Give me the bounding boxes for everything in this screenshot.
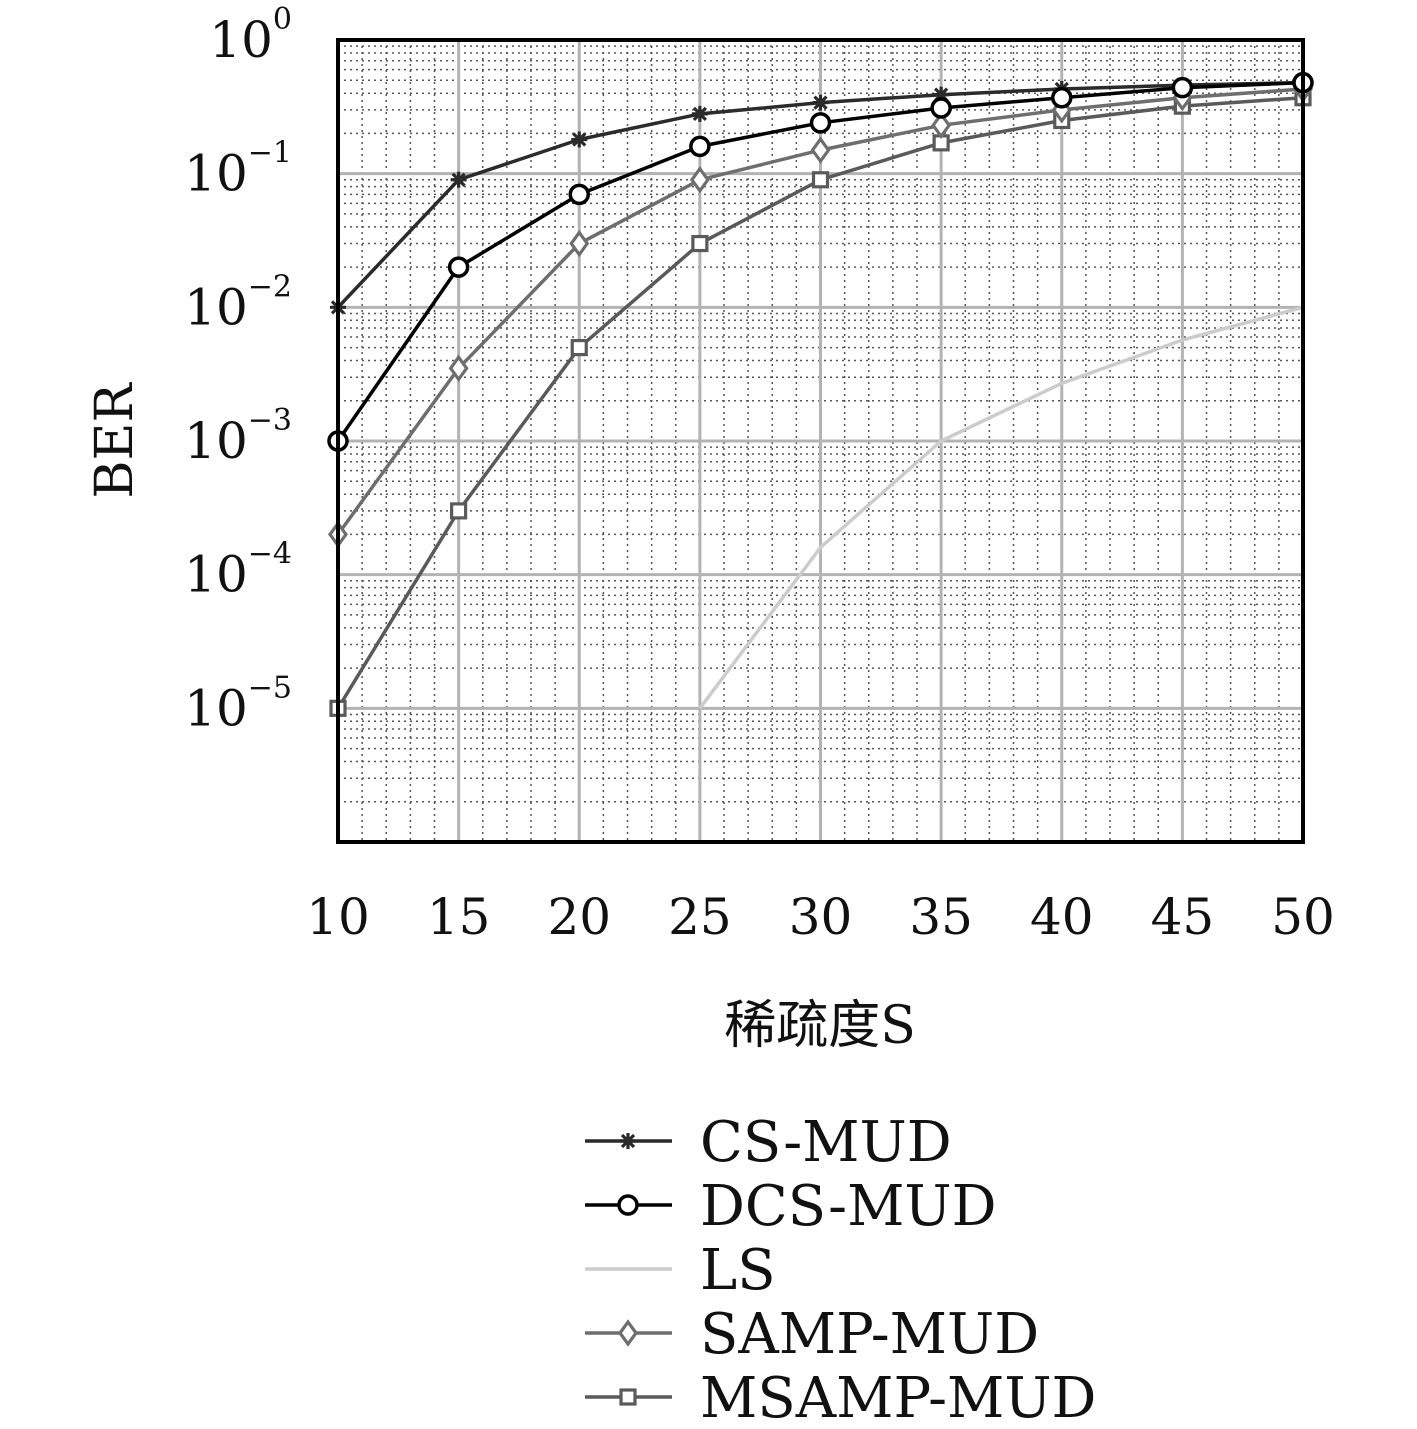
y-tick-label: 10−3	[184, 403, 292, 470]
x-tick-labels: 10 15 20 25 30 35 40 45 50	[306, 888, 1335, 946]
data-point	[689, 135, 711, 158]
x-tick-label: 20	[547, 888, 611, 946]
legend-item: LS	[585, 1238, 776, 1303]
data-point	[620, 1133, 636, 1149]
data-point	[569, 229, 590, 258]
y-tick-label: 10−4	[184, 537, 292, 604]
data-point	[689, 166, 710, 194]
data-point	[568, 183, 590, 206]
data-point	[1051, 86, 1073, 109]
data-point	[691, 234, 709, 253]
legend-label: DCS-MUD	[700, 1174, 997, 1239]
data-point	[930, 97, 952, 119]
x-tick-label: 10	[306, 888, 370, 946]
legend-label: MSAMP-MUD	[700, 1366, 1096, 1429]
x-tick-label: 25	[668, 888, 732, 946]
data-point	[1171, 76, 1194, 99]
plot-frame	[336, 38, 1305, 844]
data-point	[809, 112, 832, 134]
data-point	[448, 354, 469, 382]
legend-item: DCS-MUD	[585, 1174, 997, 1239]
legend-label: CS-MUD	[700, 1110, 952, 1175]
y-tick-label: 10−1	[184, 136, 292, 203]
x-tick-label: 35	[909, 888, 973, 946]
x-tick-label: 45	[1151, 888, 1215, 946]
series-line	[698, 305, 1304, 710]
y-tick-label: 10−5	[184, 670, 292, 737]
y-tick-label: 100	[209, 2, 292, 69]
data-point	[617, 1194, 639, 1216]
data-point	[691, 105, 708, 122]
legend-label: SAMP-MUD	[700, 1302, 1039, 1367]
y-tick-label: 10−2	[184, 269, 292, 336]
data-point	[811, 171, 830, 189]
series-dcs-mud	[327, 71, 1314, 452]
y-axis-label: BER	[85, 381, 145, 498]
data-point	[810, 136, 831, 164]
data-point	[933, 86, 950, 103]
data-point	[618, 1319, 638, 1347]
data-point	[812, 94, 829, 111]
data-point	[450, 171, 467, 188]
series-layer	[327, 71, 1314, 717]
legend-label: LS	[700, 1238, 776, 1303]
legend-item: CS-MUD	[585, 1110, 952, 1175]
legend-item: MSAMP-MUD	[585, 1366, 1096, 1429]
data-point	[931, 111, 952, 140]
data-point	[450, 502, 468, 520]
series-samp-mud	[328, 75, 1313, 549]
x-axis-label: 稀疏度S	[724, 996, 916, 1056]
series-ls	[698, 305, 1304, 710]
data-point	[571, 131, 588, 148]
y-tick-labels: 100 10−1 10−2 10−3 10−4 10−5	[184, 2, 292, 737]
x-tick-label: 30	[789, 888, 853, 946]
data-point	[447, 256, 470, 278]
x-tick-label: 50	[1271, 888, 1335, 946]
x-tick-label: 40	[1030, 888, 1094, 946]
data-point	[570, 338, 588, 357]
legend-item: SAMP-MUD	[585, 1302, 1039, 1367]
data-point	[619, 1388, 637, 1406]
x-tick-label: 15	[427, 888, 491, 946]
